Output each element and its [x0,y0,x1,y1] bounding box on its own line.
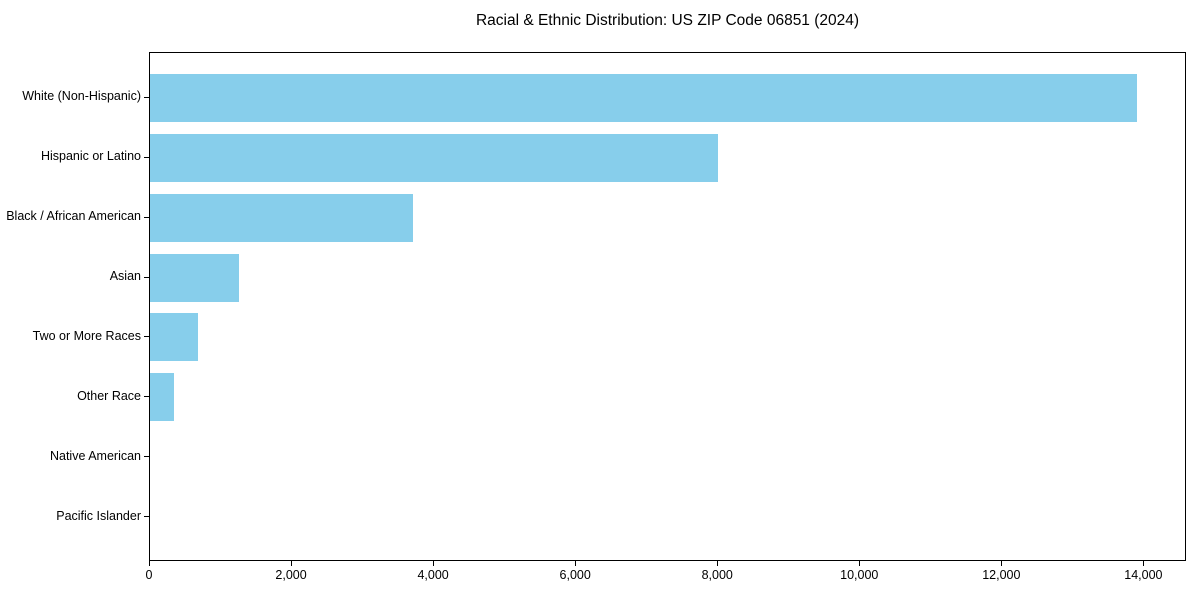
x-tick-mark [717,561,719,566]
y-tick-label: Black / African American [6,209,141,224]
plot-area [149,52,1186,561]
bar-two-or-more-races [150,313,199,362]
chart-title: Racial & Ethnic Distribution: US ZIP Cod… [475,12,860,29]
x-tick-label: 14,000 [1124,568,1163,582]
y-tick-label: Other Race [77,388,141,403]
y-tick-label: Asian [109,269,141,284]
bar-hispanic-or-latino [150,133,719,182]
y-tick-label: Pacific Islander [56,508,141,523]
x-tick-mark [291,561,293,566]
x-tick-mark [859,561,861,566]
y-tick-label: Native American [49,448,141,463]
x-tick-label: 4,000 [417,568,449,582]
bar-black-african-american [150,193,413,242]
bar-white-non-hispanic [150,73,1138,122]
x-tick-label: 6,000 [559,568,591,582]
x-tick-mark [575,561,577,566]
y-tick-label: Two or More Races [32,328,141,343]
y-tick-label: White (Non-Hispanic) [22,89,141,104]
x-tick-mark [433,561,435,566]
x-tick-label: 12,000 [982,568,1021,582]
y-tick-mark [144,516,149,518]
x-tick-mark [1143,561,1145,566]
x-tick-mark [1001,561,1003,566]
x-tick-mark [149,561,150,566]
y-tick-mark [144,336,149,338]
y-tick-mark [144,456,149,458]
y-tick-mark [144,156,149,158]
y-tick-mark [144,96,149,98]
x-tick-label: 2,000 [275,568,307,582]
y-tick-mark [144,276,149,278]
x-tick-label: 10,000 [840,568,879,582]
y-tick-mark [144,396,149,398]
bar-other-race [150,373,175,422]
y-tick-label: Hispanic or Latino [40,149,141,164]
x-tick-label: 8,000 [701,568,733,582]
y-tick-mark [144,216,149,218]
bar-asian [150,253,239,302]
x-tick-label: 0 [145,568,153,582]
